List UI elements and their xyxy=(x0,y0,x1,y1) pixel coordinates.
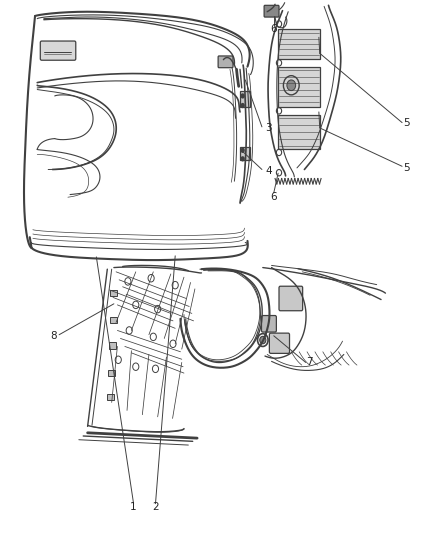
Text: 8: 8 xyxy=(50,331,57,341)
FancyBboxPatch shape xyxy=(218,56,233,68)
Text: 7: 7 xyxy=(307,358,313,367)
Circle shape xyxy=(240,156,245,161)
FancyBboxPatch shape xyxy=(110,317,117,323)
FancyBboxPatch shape xyxy=(278,29,320,59)
Text: 5: 5 xyxy=(403,163,410,173)
Text: 2: 2 xyxy=(152,503,159,512)
Text: 1: 1 xyxy=(130,503,137,512)
Circle shape xyxy=(240,103,245,108)
Circle shape xyxy=(240,148,245,153)
Text: 6: 6 xyxy=(270,25,277,34)
Circle shape xyxy=(287,80,296,91)
FancyBboxPatch shape xyxy=(110,290,117,296)
FancyBboxPatch shape xyxy=(269,333,290,353)
FancyBboxPatch shape xyxy=(278,67,320,107)
FancyBboxPatch shape xyxy=(240,147,250,160)
FancyBboxPatch shape xyxy=(278,115,320,149)
Text: 3: 3 xyxy=(265,123,272,133)
FancyBboxPatch shape xyxy=(108,370,115,376)
FancyBboxPatch shape xyxy=(107,394,114,400)
FancyBboxPatch shape xyxy=(240,91,250,107)
FancyBboxPatch shape xyxy=(261,316,276,332)
Circle shape xyxy=(260,336,266,344)
FancyBboxPatch shape xyxy=(109,342,116,349)
FancyBboxPatch shape xyxy=(264,5,279,17)
Text: 6: 6 xyxy=(270,192,277,202)
Text: 4: 4 xyxy=(265,166,272,175)
Circle shape xyxy=(240,93,245,99)
FancyBboxPatch shape xyxy=(40,41,76,60)
Text: 5: 5 xyxy=(403,118,410,127)
FancyBboxPatch shape xyxy=(279,286,303,311)
